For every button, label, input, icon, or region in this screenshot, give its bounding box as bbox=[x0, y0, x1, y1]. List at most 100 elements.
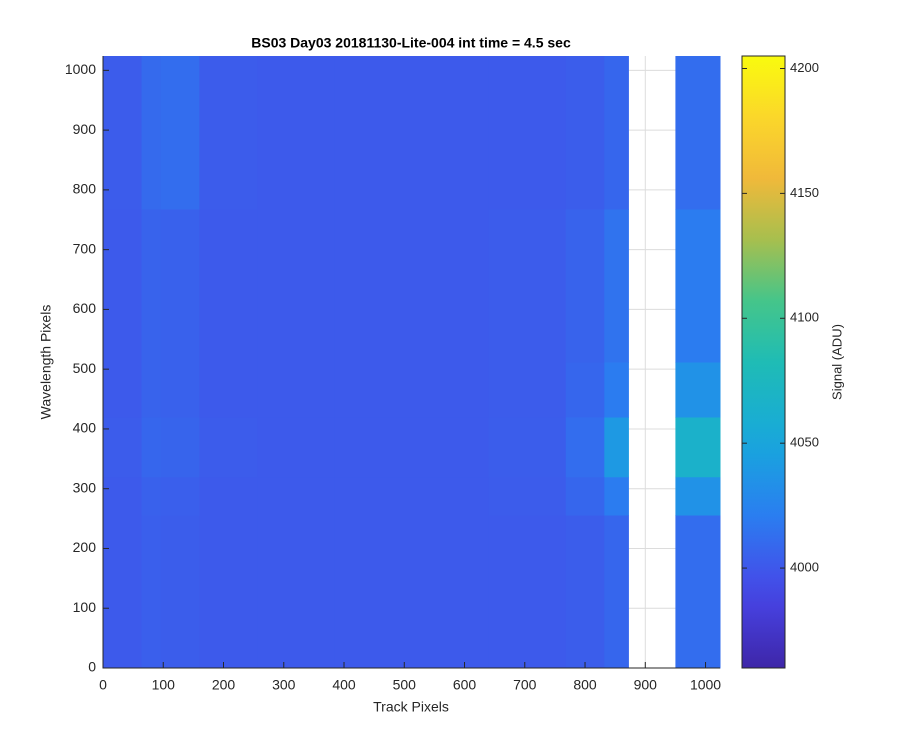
heat-cell bbox=[488, 416, 567, 478]
heat-cell bbox=[334, 416, 412, 478]
x-tick-label: 1000 bbox=[690, 677, 721, 693]
heat-cell bbox=[141, 515, 162, 669]
heat-cell bbox=[675, 56, 721, 210]
heat-cell bbox=[675, 515, 721, 669]
heat-cell bbox=[604, 416, 629, 478]
heat-cell bbox=[675, 476, 721, 516]
colorbar-tick-label: 4000 bbox=[790, 560, 819, 575]
x-tick-label: 500 bbox=[393, 677, 417, 693]
y-tick-label: 400 bbox=[73, 420, 97, 436]
x-tick-label: 100 bbox=[152, 677, 176, 693]
heat-cell bbox=[334, 476, 412, 516]
chart-title: BS03 Day03 20181130-Lite-004 int time = … bbox=[251, 35, 571, 51]
colorbar-tick-label: 4100 bbox=[790, 310, 819, 325]
heatmap bbox=[103, 56, 721, 669]
heat-cell bbox=[604, 209, 629, 363]
y-tick-label: 800 bbox=[73, 181, 97, 197]
x-tick-label: 900 bbox=[634, 677, 658, 693]
heat-cell bbox=[411, 209, 490, 363]
heat-cell bbox=[160, 515, 200, 669]
heat-cell bbox=[257, 56, 335, 210]
heat-cell bbox=[103, 56, 143, 210]
heat-cell bbox=[141, 476, 162, 516]
heat-cell bbox=[488, 362, 567, 418]
heat-cell bbox=[488, 476, 567, 516]
colorbar bbox=[741, 55, 786, 669]
heat-cell bbox=[141, 362, 162, 418]
y-tick-label: 600 bbox=[73, 300, 97, 316]
heat-cell bbox=[411, 515, 490, 669]
x-tick-label: 0 bbox=[99, 677, 107, 693]
heat-cell bbox=[160, 56, 200, 210]
colorbar-tick-label: 4050 bbox=[790, 435, 819, 450]
heat-cell bbox=[334, 209, 412, 363]
heat-cell bbox=[103, 476, 143, 516]
heat-cell bbox=[257, 476, 335, 516]
heat-cell bbox=[334, 362, 412, 418]
colorbar-tick-label: 4200 bbox=[790, 60, 819, 75]
heat-cell bbox=[411, 416, 490, 478]
heat-cell bbox=[565, 362, 605, 418]
heat-cell bbox=[488, 56, 567, 210]
heat-cell bbox=[199, 362, 258, 418]
heat-cell bbox=[604, 362, 629, 418]
x-tick-label: 800 bbox=[573, 677, 597, 693]
x-tick-label: 300 bbox=[272, 677, 296, 693]
heat-cell bbox=[103, 209, 143, 363]
heat-cell bbox=[334, 56, 412, 210]
heat-cell bbox=[160, 416, 200, 478]
heat-cell bbox=[675, 362, 721, 418]
heat-cell bbox=[257, 362, 335, 418]
heat-cell bbox=[565, 515, 605, 669]
y-tick-label: 700 bbox=[73, 240, 97, 256]
x-tick-label: 400 bbox=[332, 677, 356, 693]
x-tick-label: 600 bbox=[453, 677, 477, 693]
y-tick-label: 900 bbox=[73, 121, 97, 137]
heat-cell bbox=[411, 476, 490, 516]
heat-cell bbox=[604, 56, 629, 210]
heat-cell bbox=[565, 56, 605, 210]
heat-cell bbox=[141, 209, 162, 363]
heat-cell bbox=[565, 416, 605, 478]
heat-cell bbox=[257, 416, 335, 478]
heat-cell bbox=[160, 209, 200, 363]
x-axis-label: Track Pixels bbox=[373, 699, 449, 715]
heat-cell bbox=[141, 56, 162, 210]
y-tick-label: 100 bbox=[73, 599, 97, 615]
heat-cell bbox=[675, 209, 721, 363]
y-tick-label: 500 bbox=[73, 360, 97, 376]
heat-cell bbox=[257, 515, 335, 669]
colorbar-label: Signal (ADU) bbox=[829, 324, 844, 400]
heat-cell bbox=[604, 515, 629, 669]
heat-cell bbox=[411, 362, 490, 418]
heat-cell bbox=[565, 476, 605, 516]
heat-cell bbox=[257, 209, 335, 363]
heat-cell bbox=[334, 515, 412, 669]
y-tick-label: 1000 bbox=[65, 61, 96, 77]
heat-cell bbox=[160, 362, 200, 418]
heat-cell bbox=[103, 362, 143, 418]
heat-cell bbox=[103, 416, 143, 478]
heat-cell bbox=[565, 209, 605, 363]
heat-cell bbox=[488, 515, 567, 669]
heat-cell bbox=[199, 476, 258, 516]
heat-cell bbox=[141, 416, 162, 478]
y-tick-label: 0 bbox=[88, 659, 96, 675]
x-tick-label: 200 bbox=[212, 677, 236, 693]
heat-cell bbox=[488, 209, 567, 363]
x-tick-label: 700 bbox=[513, 677, 537, 693]
heat-cell bbox=[604, 476, 629, 516]
axes: 0 100 200 300 400 500 600 700 800 900 1000 0 100 200 3… bbox=[65, 56, 721, 693]
heat-cell bbox=[199, 515, 258, 669]
y-tick-label: 200 bbox=[73, 539, 97, 555]
heat-cell bbox=[199, 56, 258, 210]
heat-cell bbox=[199, 209, 258, 363]
heat-cell bbox=[160, 476, 200, 516]
colorbar-tick-label: 4150 bbox=[790, 185, 819, 200]
heat-cell bbox=[675, 416, 721, 478]
heat-cell bbox=[199, 416, 258, 478]
y-tick-label: 300 bbox=[73, 479, 97, 495]
heat-cell bbox=[103, 515, 143, 669]
y-axis-label: Wavelength Pixels bbox=[38, 305, 54, 420]
